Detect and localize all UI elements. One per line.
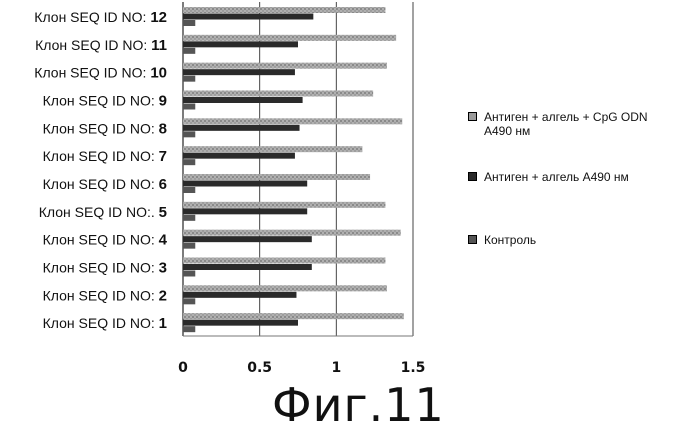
legend-label-cpg: Антиген + алгель + CpG ODN A490 нм xyxy=(484,110,648,138)
bar-7-series-1 xyxy=(183,153,295,159)
bar-2-series-2 xyxy=(183,298,195,304)
x-tick-label-1: 0.5 xyxy=(247,360,272,376)
bar-5-series-2 xyxy=(183,215,195,221)
bar-2-series-1 xyxy=(183,292,296,298)
category-label-3: Клон SEQ ID NO: 3 xyxy=(43,260,167,277)
bar-5-series-0 xyxy=(183,202,385,208)
bar-1-series-1 xyxy=(183,320,298,326)
category-label-10: Клон SEQ ID NO: 10 xyxy=(34,65,167,82)
bar-6-series-2 xyxy=(183,187,195,193)
category-label-5: Клон SEQ ID NO:. 5 xyxy=(39,204,167,221)
bar-6-series-1 xyxy=(183,181,307,187)
bar-1-series-0 xyxy=(183,313,404,319)
legend-item-cpg: Антиген + алгель + CpG ODN A490 нм xyxy=(468,110,648,138)
bar-4-series-2 xyxy=(183,243,195,249)
bar-12-series-1 xyxy=(183,14,313,20)
legend-swatch-cpg-icon xyxy=(468,112,477,121)
bars-layer xyxy=(183,7,404,332)
category-label-2: Клон SEQ ID NO: 2 xyxy=(43,287,167,304)
bar-4-series-0 xyxy=(183,230,401,236)
category-label-9: Клон SEQ ID NO: 9 xyxy=(43,93,167,110)
legend-item-control: Контроль xyxy=(468,233,536,247)
bar-4-series-1 xyxy=(183,236,312,242)
legend-label-algel: Антиген + алгель A490 нм xyxy=(484,170,629,184)
bar-3-series-1 xyxy=(183,264,312,270)
bar-12-series-0 xyxy=(183,7,385,13)
bar-8-series-2 xyxy=(183,131,195,137)
x-tick-label-3: 1.5 xyxy=(401,360,426,376)
category-label-8: Клон SEQ ID NO: 8 xyxy=(43,120,167,137)
legend-swatch-control-icon xyxy=(468,235,477,244)
bar-8-series-0 xyxy=(183,118,402,124)
category-label-11: Клон SEQ ID NO: 11 xyxy=(35,37,167,54)
bar-8-series-1 xyxy=(183,125,300,131)
bar-7-series-2 xyxy=(183,159,195,165)
x-tick-label-2: 1 xyxy=(331,360,341,376)
bar-5-series-1 xyxy=(183,208,307,214)
figure-caption: Фиг.11 xyxy=(272,378,445,432)
category-label-4: Клон SEQ ID NO: 4 xyxy=(43,232,168,249)
category-label-6: Клон SEQ ID NO: 6 xyxy=(43,176,167,193)
category-label-1: Клон SEQ ID NO: 1 xyxy=(43,315,167,332)
bar-2-series-0 xyxy=(183,285,387,291)
bar-10-series-0 xyxy=(183,63,387,69)
bar-9-series-2 xyxy=(183,104,195,110)
x-tick-label-0: 0 xyxy=(178,360,188,376)
bar-11-series-0 xyxy=(183,35,396,41)
category-label-7: Клон SEQ ID NO: 7 xyxy=(43,148,167,165)
legend-swatch-algel-icon xyxy=(468,172,477,181)
legend-label-control: Контроль xyxy=(484,233,536,247)
legend-item-algel: Антиген + алгель A490 нм xyxy=(468,170,629,184)
category-labels: Клон SEQ ID NO: 12 Клон SEQ ID NO: 11 Клон… xyxy=(34,9,167,332)
bar-10-series-1 xyxy=(183,69,295,75)
bar-9-series-1 xyxy=(183,97,303,103)
bar-3-series-2 xyxy=(183,271,195,277)
bar-1-series-2 xyxy=(183,326,195,332)
bar-10-series-2 xyxy=(183,76,195,82)
category-label-12: Клон SEQ ID NO: 12 xyxy=(34,9,167,26)
bar-7-series-0 xyxy=(183,146,362,152)
bar-3-series-0 xyxy=(183,258,385,264)
x-tick-labels: 0 0.5 1 1.5 xyxy=(178,360,425,376)
bar-12-series-2 xyxy=(183,20,195,26)
bar-6-series-0 xyxy=(183,174,370,180)
bar-11-series-1 xyxy=(183,41,298,47)
bar-11-series-2 xyxy=(183,48,195,54)
bar-9-series-0 xyxy=(183,91,373,97)
